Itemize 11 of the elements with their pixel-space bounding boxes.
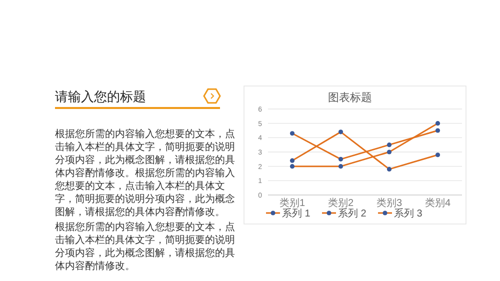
x-tick-label: 类别1 — [279, 197, 306, 209]
x-tick-label: 类别3 — [376, 197, 402, 209]
x-tick-label: 类别2 — [328, 197, 354, 209]
legend-label: 系列 1 — [282, 208, 311, 220]
legend-label: 系列 3 — [394, 208, 423, 220]
text: 根据您所需的内容输入您想要的文本，点击输入本栏的具体文字，简明扼要的说明分项内容，此为概念图解，请根据您的具体内容酌情修改。根据您所需的内容输入您想要的文本，点击输入本栏的具体文字，简明扼要的说明分项内容，此为概念图解，请根据您的具体内容酌情修改。 — [55, 128, 235, 219]
text: 请输入您的标题 — [55, 88, 146, 106]
text: 根据您所需的内容输入您想要的文本，点击输入本栏的具体文字，简明扼要的说明分项内容，此为概念图解，请根据您的具体内容酌情修改。 — [55, 221, 235, 273]
x-tick-label: 类别4 — [424, 197, 451, 209]
chart-title: 图表标题 — [328, 91, 372, 104]
legend-label: 系列 2 — [338, 208, 367, 220]
